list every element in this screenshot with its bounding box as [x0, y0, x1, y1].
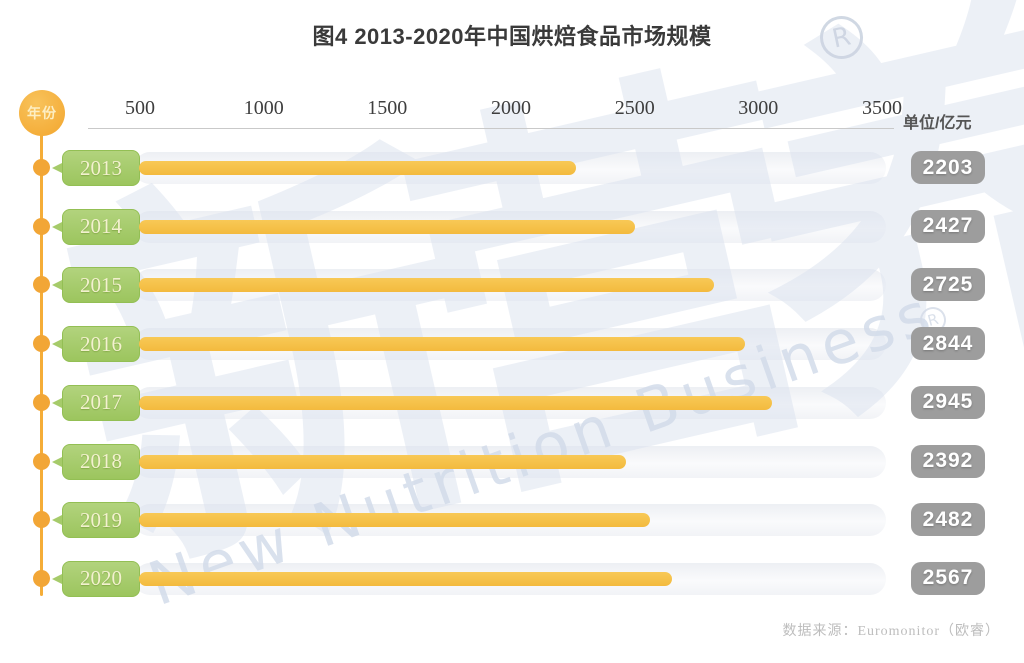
- timeline-dot: [33, 569, 50, 587]
- value-badge: 2844: [911, 327, 985, 361]
- timeline-dot: [33, 159, 50, 176]
- value-bar: [139, 219, 635, 234]
- bar-row-2019: 2019 2482: [0, 502, 1024, 539]
- value-badge: 2427: [911, 209, 985, 243]
- x-axis-tick: 1000: [243, 97, 284, 119]
- unit-label: 单位/亿元: [903, 115, 972, 132]
- year-badge: 2018: [62, 443, 140, 480]
- bar-row-2016: 2016 2844: [0, 326, 1024, 363]
- bar-row-2020: 2020 2567: [0, 560, 1024, 597]
- source-note: 数据来源：Euromonitor（欧睿）: [782, 624, 1000, 639]
- value-bar: [139, 337, 745, 352]
- timeline-line: [40, 134, 43, 596]
- year-badge: 2016: [62, 326, 140, 363]
- chart-title: 图4 2013-2020年中国烘焙食品市场规模: [312, 24, 712, 49]
- value-bar: [139, 513, 650, 528]
- x-axis-tick: 1500: [367, 97, 408, 119]
- badge-pointer: [52, 397, 62, 408]
- bar-row-2014: 2014 2427: [0, 208, 1024, 245]
- year-badge: 2017: [62, 384, 140, 421]
- badge-pointer: [52, 163, 62, 173]
- year-badge: 2019: [62, 502, 140, 539]
- value-badge: 2392: [911, 444, 985, 478]
- timeline-dot: [33, 276, 50, 294]
- value-badge: 2482: [911, 503, 985, 537]
- value-bar: [139, 278, 714, 293]
- timeline-dot: [33, 217, 50, 235]
- year-badge: 2020: [62, 560, 140, 597]
- value-badge: 2725: [911, 268, 985, 302]
- year-badge: 2015: [62, 267, 140, 304]
- bar-row-2015: 2015 2725: [0, 267, 1024, 304]
- x-axis-tick: 500: [125, 97, 155, 119]
- bar-row-2018: 2018 2392: [0, 443, 1024, 480]
- bar-row-2017: 2017 2945: [0, 384, 1024, 421]
- x-axis-tick: 3500: [862, 97, 902, 119]
- bar-rows: 2013 2203 2014 2427 2015 2725 2016 2844: [0, 150, 1024, 620]
- badge-pointer: [52, 573, 62, 584]
- timeline-dot: [33, 335, 50, 353]
- x-axis-tick: 2500: [614, 97, 655, 119]
- year-axis-label: 年份: [19, 90, 65, 136]
- badge-pointer: [52, 515, 62, 526]
- badge-pointer: [52, 339, 62, 350]
- value-badge: 2567: [911, 561, 985, 595]
- timeline-dot: [33, 452, 50, 470]
- x-axis-tick: 2000: [491, 97, 531, 119]
- value-bar: [139, 454, 626, 469]
- value-bar: [139, 571, 672, 586]
- badge-pointer: [52, 221, 62, 232]
- badge-pointer: [52, 456, 62, 467]
- bar-row-2013: 2013 2203: [0, 150, 1024, 186]
- value-bar: [139, 161, 576, 175]
- timeline-dot: [33, 393, 50, 411]
- timeline-dot: [33, 511, 50, 529]
- value-bar: [139, 395, 772, 410]
- value-badge: 2945: [911, 385, 985, 419]
- year-badge: 2014: [62, 208, 140, 245]
- year-badge: 2013: [62, 150, 140, 186]
- badge-pointer: [52, 280, 62, 291]
- value-badge: 2203: [911, 151, 985, 184]
- x-axis-tick: 3000: [738, 97, 779, 119]
- x-axis-line: [88, 128, 894, 129]
